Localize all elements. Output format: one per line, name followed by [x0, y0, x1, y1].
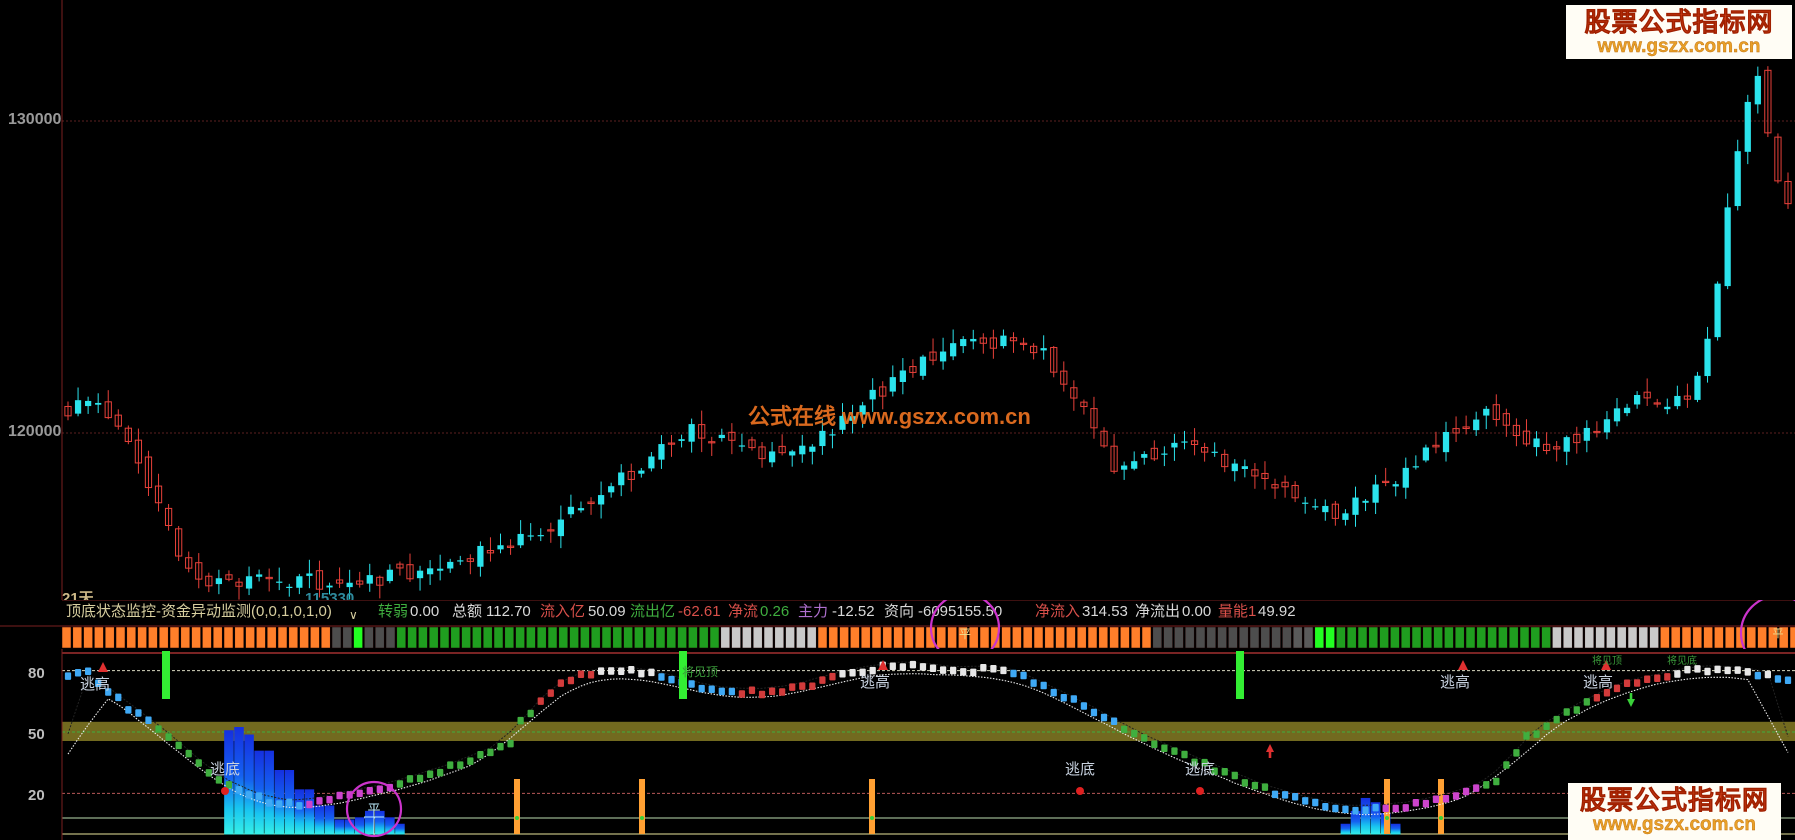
svg-text:∨: ∨: [349, 608, 358, 622]
svg-text:50.09: 50.09: [588, 603, 626, 620]
svg-text:0.00: 0.00: [410, 603, 439, 620]
svg-text:平: 平: [367, 802, 380, 817]
svg-text:将见底: 将见底: [1667, 654, 1697, 667]
svg-text:314.53: 314.53: [1082, 603, 1128, 620]
svg-text:净流入: 净流入: [1035, 603, 1080, 620]
svg-text:量能1: 量能1: [1218, 603, 1256, 620]
svg-text:总额: 总额: [452, 603, 482, 620]
svg-text:将见顶: 将见顶: [682, 665, 718, 679]
svg-text:公式在线 www.gszx.com.cn: 公式在线 www.gszx.com.cn: [748, 404, 1031, 429]
svg-text:逃底: 逃底: [1185, 761, 1215, 778]
svg-text:逃底: 逃底: [210, 761, 240, 778]
svg-text:将见顶: 将见顶: [1592, 655, 1622, 667]
svg-text:逃高: 逃高: [80, 676, 110, 693]
svg-text:逃高: 逃高: [1440, 674, 1470, 691]
svg-text:0.26: 0.26: [760, 603, 789, 620]
svg-text:-12.52: -12.52: [832, 603, 875, 620]
svg-text:逃底: 逃底: [1065, 761, 1095, 778]
svg-text:112.70: 112.70: [486, 603, 531, 620]
svg-text:0.00: 0.00: [1182, 603, 1211, 620]
svg-text:净流: 净流: [728, 603, 758, 620]
svg-text:主力: 主力: [798, 603, 828, 620]
svg-text:逃高: 逃高: [1583, 674, 1613, 691]
svg-text:资向: 资向: [884, 603, 914, 620]
svg-text:顶底状态监控-资金异动监测(0,0,1,0,1,0): 顶底状态监控-资金异动监测(0,0,1,0,1,0): [66, 603, 332, 620]
svg-text:49.92: 49.92: [1258, 603, 1296, 620]
svg-text:流入亿: 流入亿: [540, 603, 585, 620]
svg-text:净流出: 净流出: [1135, 603, 1180, 620]
svg-text:流出亿: 流出亿: [630, 603, 675, 620]
svg-text:平: 平: [1773, 628, 1784, 640]
svg-text:转弱: 转弱: [378, 603, 408, 620]
svg-text:逃高: 逃高: [860, 674, 890, 691]
svg-text:平: 平: [959, 627, 971, 641]
svg-text:-62.61: -62.61: [678, 603, 721, 620]
